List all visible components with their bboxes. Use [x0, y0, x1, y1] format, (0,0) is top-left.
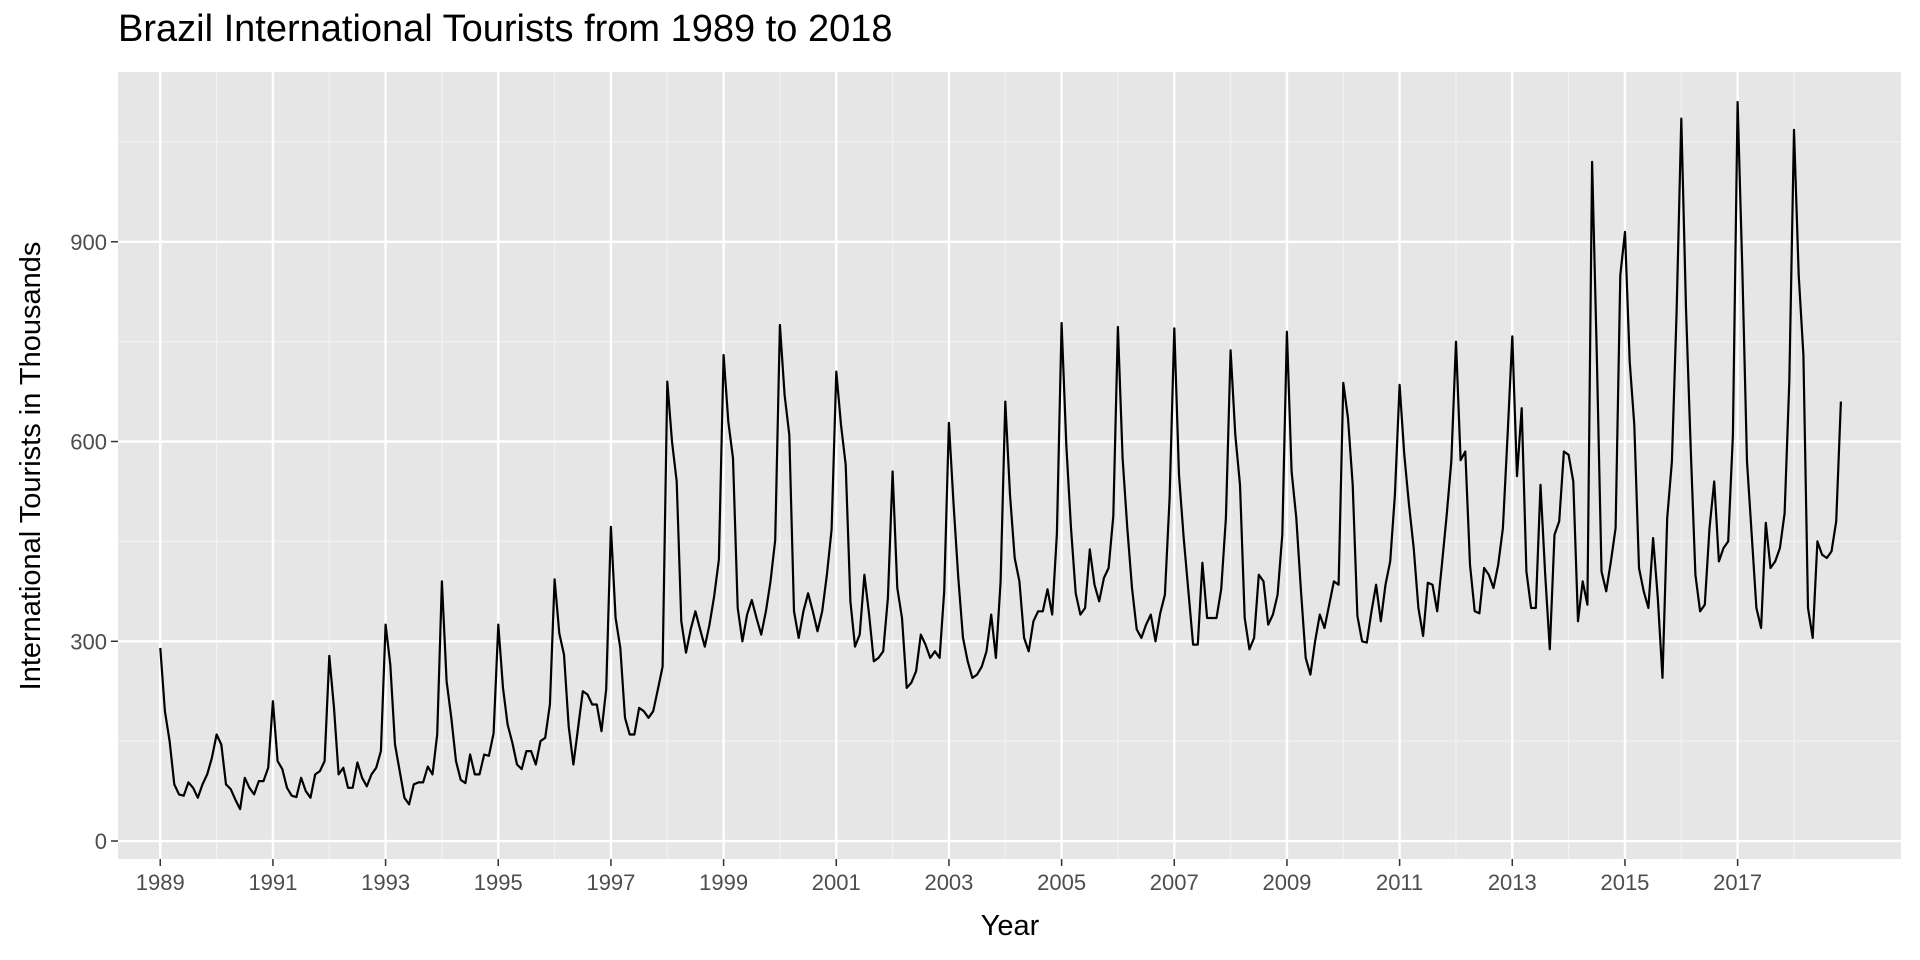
- x-tick-label: 1991: [248, 870, 297, 895]
- x-axis: 1989 1991 1993 1995 1997 1999 2001 2003 2005 2007…: [136, 859, 1762, 895]
- x-tick-label: 2001: [812, 870, 861, 895]
- x-tick-label: 1993: [361, 870, 410, 895]
- x-tick-label: 2003: [924, 870, 973, 895]
- minor-gridlines: [118, 72, 1901, 859]
- y-tick-label: 0: [95, 829, 107, 854]
- y-tick-label: 900: [70, 230, 107, 255]
- tourists-series-line: [159, 100, 1842, 811]
- x-tick-label: 2013: [1488, 870, 1537, 895]
- chart-title: Brazil International Tourists from 1989 …: [118, 8, 893, 50]
- x-tick-label: 2007: [1150, 870, 1199, 895]
- x-tick-label: 2017: [1713, 870, 1762, 895]
- x-tick-label: 1995: [474, 870, 523, 895]
- x-tick-label: 1999: [699, 870, 748, 895]
- x-tick-label: 2015: [1600, 870, 1649, 895]
- y-axis: 0 300 600 900: [70, 230, 118, 854]
- y-tick-label: 600: [70, 430, 107, 455]
- major-gridlines: [118, 72, 1901, 859]
- x-tick-label: 1997: [586, 870, 635, 895]
- x-tick-label: 1989: [136, 870, 185, 895]
- x-axis-title: Year: [981, 910, 1040, 942]
- x-tick-label: 2009: [1262, 870, 1311, 895]
- x-tick-label: 2005: [1037, 870, 1086, 895]
- y-axis-title: International Tourists in Thousands: [15, 242, 47, 691]
- y-tick-label: 300: [70, 629, 107, 654]
- x-tick-label: 2011: [1376, 870, 1423, 895]
